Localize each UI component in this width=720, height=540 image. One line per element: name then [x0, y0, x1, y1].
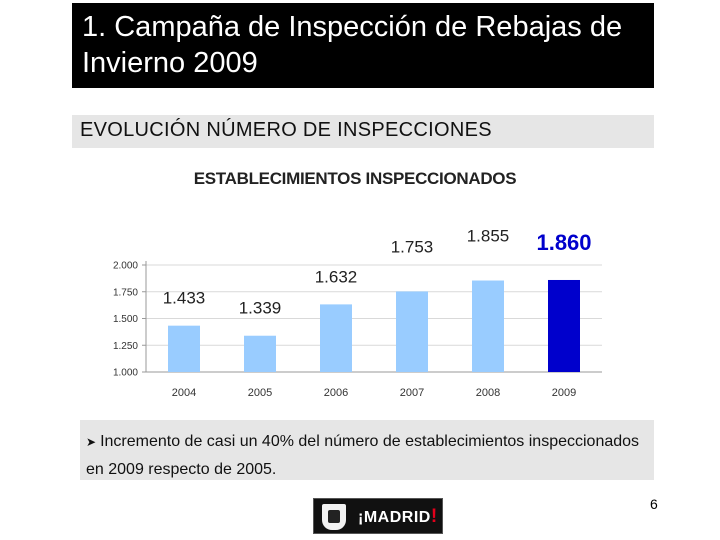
y-tick-label: 1.500	[113, 314, 138, 325]
bar-2005	[244, 335, 276, 372]
x-tick-label: 2008	[476, 387, 500, 399]
bar-chart: ESTABLECIMIENTOS INSPECCIONADOS 1.000 1.25…	[113, 169, 602, 399]
x-tick-label: 2005	[248, 387, 272, 399]
data-label-2006: 1.632	[315, 267, 358, 286]
data-label-2007: 1.753	[391, 237, 434, 256]
data-label-2008: 1.855	[467, 227, 510, 246]
x-tick-label: 2006	[324, 387, 348, 399]
y-tick-label: 2.000	[113, 261, 138, 272]
madrid-shield-icon	[322, 504, 346, 530]
data-label-2009: 1.860	[536, 230, 591, 255]
x-tick-label: 2007	[400, 387, 424, 399]
section-subtitle: EVOLUCIÓN NÚMERO DE INSPECCIONES	[72, 115, 654, 148]
y-tick-label: 1.000	[113, 368, 138, 379]
x-tick-label: 2009	[552, 387, 576, 399]
arrowhead-bullet-icon: ➤	[86, 435, 97, 449]
data-label-2004: 1.433	[163, 289, 206, 308]
note-text: Incremento de casi un 40% del número de …	[86, 433, 640, 478]
bar-2006	[320, 304, 352, 372]
bar-2004	[168, 325, 200, 372]
bar-2007	[396, 291, 428, 372]
y-tick-label: 1.750	[113, 287, 138, 298]
slide-title: 1. Campaña de Inspección de Rebajas de I…	[72, 3, 654, 88]
page-number: 6	[650, 496, 658, 512]
chart-title: ESTABLECIMIENTOS INSPECCIONADOS	[194, 169, 517, 188]
data-label-2005: 1.339	[239, 299, 282, 318]
bar-2008	[472, 280, 504, 372]
note-box: ➤ Incremento de casi un 40% del número de…	[80, 420, 654, 480]
y-tick-label: 1.250	[113, 341, 138, 352]
bar-2009	[548, 279, 580, 372]
madrid-logo: ¡MADRID!	[313, 498, 443, 534]
logo-text: ¡MADRID!	[358, 506, 438, 527]
x-tick-label: 2004	[172, 387, 196, 399]
